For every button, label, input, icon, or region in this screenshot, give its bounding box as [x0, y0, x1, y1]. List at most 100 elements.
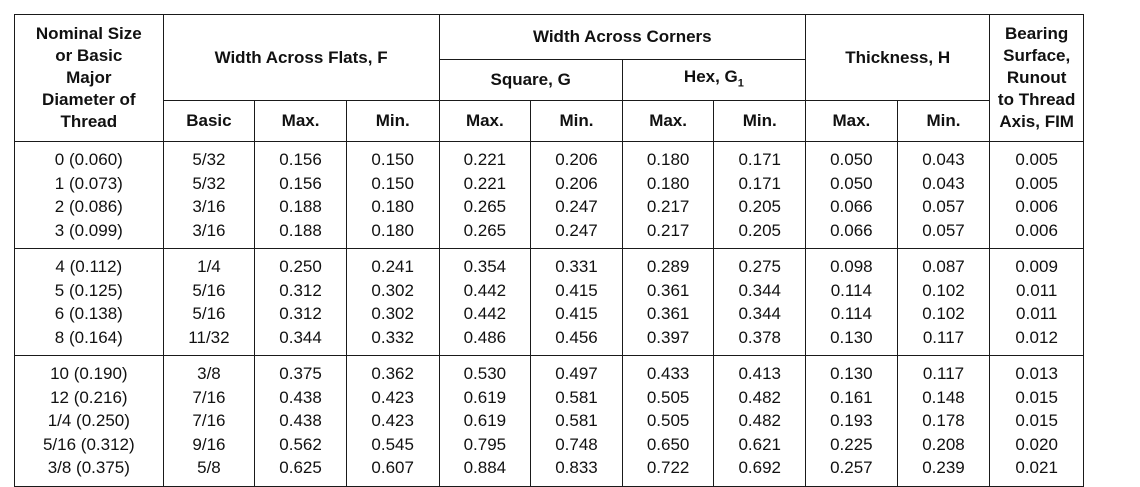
header-nominal-size-lines: Nominal Size or Basic Major Diameter of Thre… — [15, 23, 163, 133]
hex-max-cell: 0.433 0.505 0.505 0.650 0.722 — [621, 355, 715, 487]
bearing-fim-value: 0.005 — [1015, 173, 1058, 193]
thickness-max-value: 0.225 — [830, 434, 873, 454]
header-f-max: Max. — [254, 100, 347, 142]
nominal-size-value: 5/16 (0.312) — [42, 434, 135, 454]
hex-max-value: 0.180 — [646, 150, 690, 169]
header-nominal-size: Nominal Size or Basic Major Diameter of Thre… — [14, 14, 164, 142]
thickness-min-cell: 0.117 0.148 0.178 0.208 0.239 — [896, 355, 991, 487]
thickness-max-value: 0.050 — [830, 150, 873, 169]
flats-max-cell: 0.375 0.438 0.438 0.562 0.625 — [254, 355, 347, 487]
square-max-value: 0.884 — [463, 458, 507, 477]
flats-min-value: 0.180 — [371, 220, 414, 240]
header-bearing-surface-line: Runout — [1006, 68, 1067, 87]
hex-max-cell: 0.289 0.361 0.361 0.397 — [621, 248, 715, 356]
header-square: Square, G — [438, 59, 623, 101]
square-max-value: 0.265 — [463, 197, 507, 216]
flats-min-value: 0.423 — [371, 387, 414, 407]
flats-basic-value: 7/16 — [192, 387, 226, 407]
nominal-size-value: 3 (0.099) — [54, 220, 123, 240]
hex-min-value: 0.275 — [738, 257, 781, 276]
thickness-min-value: 0.117 — [922, 364, 965, 383]
square-min-value: 0.206 — [555, 150, 598, 169]
hex-min-cell: 0.275 0.344 0.344 0.378 — [713, 248, 807, 356]
nominal-size-value: 6 (0.138) — [54, 304, 123, 323]
bearing-fim-value: 0.015 — [1015, 387, 1058, 407]
square-min-value: 0.206 — [555, 173, 598, 193]
thickness-max-value: 0.050 — [830, 173, 873, 193]
nominal-size-value: 1 (0.073) — [54, 173, 123, 193]
nominal-size-value: 1/4 (0.250) — [47, 411, 130, 430]
square-min-value: 0.581 — [555, 411, 598, 430]
thickness-max-value: 0.257 — [830, 458, 873, 477]
thickness-min-cell: 0.087 0.102 0.102 0.117 — [896, 248, 991, 356]
nominal-size-value: 0 (0.060) — [54, 150, 123, 169]
thickness-max-value: 0.193 — [830, 411, 873, 430]
hex-max-value: 0.397 — [646, 327, 690, 347]
nominal-size-cell: 10 (0.190) 12 (0.216) 1/4 (0.250) 5/16 (0.3… — [14, 355, 164, 487]
flats-max-value: 0.312 — [279, 280, 322, 300]
bearing-fim-value: 0.011 — [1016, 280, 1058, 300]
bearing-fim-value: 0.021 — [1015, 458, 1058, 477]
hex-min-cell: 0.413 0.482 0.482 0.621 0.692 — [713, 355, 807, 487]
flats-max-value: 0.625 — [279, 458, 322, 477]
hex-max-value: 0.217 — [646, 220, 690, 240]
flats-basic-cell: 5/32 5/32 3/16 3/16 — [162, 141, 256, 249]
header-bearing-surface-line: Axis, FIM — [999, 112, 1074, 131]
hex-max-value: 0.722 — [646, 458, 690, 477]
header-bearing-surface-lines: Bearing Surface, Runout to Thread Axis, FIM — [990, 23, 1083, 133]
flats-max-value: 0.562 — [279, 434, 322, 454]
flats-max-cell: 0.156 0.156 0.188 0.188 — [254, 141, 347, 249]
square-max-cell: 0.530 0.619 0.619 0.795 0.884 — [438, 355, 532, 487]
header-bearing-surface-line: Surface, — [1003, 46, 1071, 65]
flats-min-cell: 0.241 0.302 0.302 0.332 — [345, 248, 440, 356]
thickness-max-value: 0.066 — [830, 220, 873, 240]
flats-max-value: 0.188 — [279, 197, 322, 216]
header-g1-max: Max. — [621, 100, 715, 142]
square-min-value: 0.581 — [555, 387, 598, 407]
flats-max-value: 0.438 — [279, 411, 322, 430]
flats-min-cell: 0.362 0.423 0.423 0.545 0.607 — [345, 355, 440, 487]
nut-dimensions-table-container: Nominal Size or Basic Major Diameter of Thre… — [14, 14, 1084, 487]
hex-max-value: 0.650 — [646, 434, 690, 454]
flats-max-value: 0.250 — [279, 257, 322, 276]
hex-min-value: 0.413 — [738, 364, 781, 383]
header-h-min: Min. — [896, 100, 991, 142]
thickness-min-value: 0.043 — [922, 173, 965, 193]
flats-min-value: 0.180 — [371, 197, 414, 216]
flats-min-value: 0.150 — [371, 150, 414, 169]
square-min-cell: 0.331 0.415 0.415 0.456 — [530, 248, 623, 356]
square-min-value: 0.415 — [555, 304, 598, 323]
thickness-min-value: 0.043 — [922, 150, 965, 169]
hex-min-value: 0.621 — [738, 434, 781, 454]
bearing-fim-value: 0.015 — [1015, 411, 1058, 430]
table-body: 0 (0.060) 1 (0.073) 2 (0.086) 3 (0.099) 5/32… — [14, 141, 1084, 487]
square-min-value: 0.247 — [555, 220, 598, 240]
hex-min-value: 0.171 — [738, 173, 781, 193]
flats-basic-value: 3/8 — [197, 364, 221, 383]
header-g-max: Max. — [438, 100, 532, 142]
square-min-cell: 0.206 0.206 0.247 0.247 — [530, 141, 623, 249]
flats-max-value: 0.188 — [279, 220, 322, 240]
nominal-size-value: 12 (0.216) — [50, 387, 128, 407]
square-min-value: 0.748 — [555, 434, 598, 454]
flats-max-value: 0.375 — [279, 364, 322, 383]
flats-max-value: 0.156 — [279, 150, 322, 169]
header-nominal-size-line: or Basic — [55, 46, 123, 65]
flats-min-value: 0.302 — [371, 304, 414, 323]
square-max-value: 0.442 — [463, 304, 507, 323]
square-max-cell: 0.221 0.221 0.265 0.265 — [438, 141, 532, 249]
nominal-size-value: 10 (0.190) — [50, 364, 128, 383]
bearing-fim-cell: 0.009 0.011 0.011 0.012 — [989, 248, 1084, 356]
square-max-value: 0.442 — [463, 280, 507, 300]
bearing-fim-value: 0.012 — [1015, 327, 1058, 347]
thickness-min-value: 0.102 — [922, 304, 965, 323]
thickness-max-value: 0.130 — [830, 364, 873, 383]
header-f-basic: Basic — [162, 100, 256, 142]
flats-min-value: 0.423 — [371, 411, 414, 430]
hex-min-value: 0.344 — [738, 304, 781, 323]
flats-min-value: 0.150 — [371, 173, 414, 193]
hex-max-value: 0.505 — [646, 411, 690, 430]
hex-min-value: 0.482 — [738, 411, 781, 430]
row-group: 10 (0.190) 12 (0.216) 1/4 (0.250) 5/16 (0.3… — [14, 355, 1084, 487]
hex-max-cell: 0.180 0.180 0.217 0.217 — [621, 141, 715, 249]
